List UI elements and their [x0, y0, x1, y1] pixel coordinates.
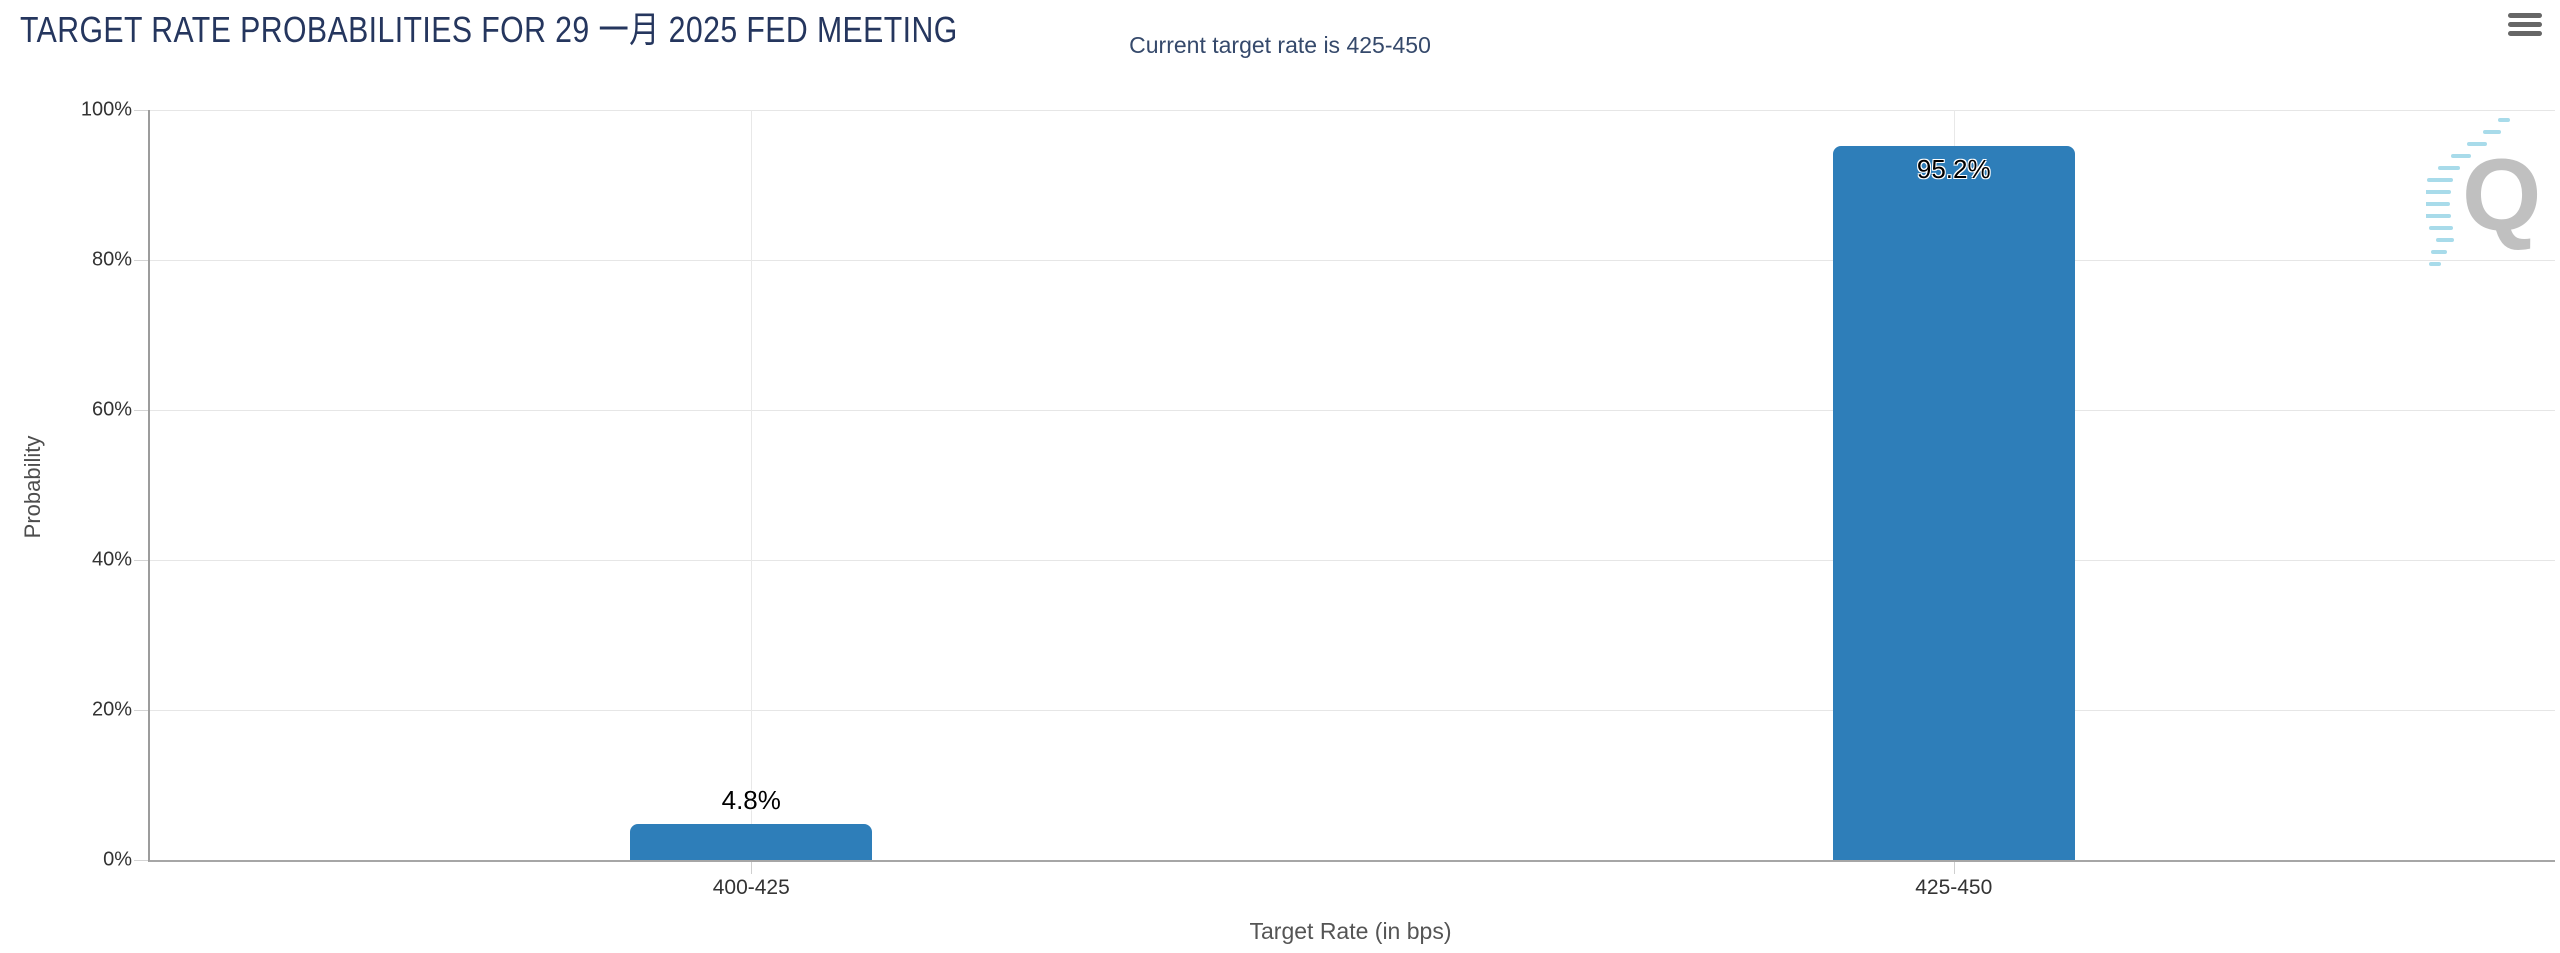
y-axis-tick-label: 100%	[80, 98, 132, 121]
y-gridline	[150, 260, 2555, 261]
y-axis-tick-label: 60%	[91, 398, 132, 421]
x-axis-tick-label: 400-425	[712, 876, 790, 899]
chart-context-menu-button[interactable]	[2504, 6, 2552, 42]
x-axis-tick-label: 425-450	[1915, 876, 1993, 899]
y-axis-title: Probability	[20, 435, 45, 539]
y-axis-tick	[134, 410, 148, 411]
hamburger-icon	[2508, 21, 2542, 27]
x-gridline	[751, 110, 753, 860]
y-gridline	[150, 710, 2555, 711]
bar-value-label: 95.2%	[1916, 154, 1991, 184]
y-axis-tick	[134, 110, 148, 111]
y-gridline	[150, 560, 2555, 561]
y-gridline	[150, 410, 2555, 411]
y-axis-tick-label: 0%	[103, 848, 132, 871]
bar-value-label: 4.8%	[721, 785, 781, 815]
y-axis-tick-label: 40%	[91, 548, 132, 571]
x-axis-tick	[1953, 862, 1955, 874]
y-axis-tick	[134, 560, 148, 561]
y-axis-tick	[134, 860, 148, 861]
plot-area: 0% 20% 40% 60% 80% 100% 400-425 4.8% 425-450 95.2…	[81, 99, 2555, 899]
probability-bar[interactable]	[1832, 146, 2075, 860]
y-axis-tick	[134, 710, 148, 711]
y-axis-tick-label: 80%	[91, 248, 132, 271]
hamburger-icon	[2508, 12, 2542, 18]
x-axis-title: Target Rate (in bps)	[1249, 918, 1452, 944]
y-axis-tick-label: 20%	[91, 698, 132, 721]
y-axis-tick	[134, 260, 148, 261]
probability-bar[interactable]	[630, 824, 873, 860]
hamburger-icon	[2508, 30, 2542, 36]
chart-subtitle: Current target rate is 425-450	[1129, 32, 1431, 58]
x-axis-tick	[751, 862, 753, 874]
y-gridline	[150, 110, 2555, 111]
chart-title: TARGET RATE PROBABILITIES FOR 29 一月 2025…	[20, 9, 958, 50]
